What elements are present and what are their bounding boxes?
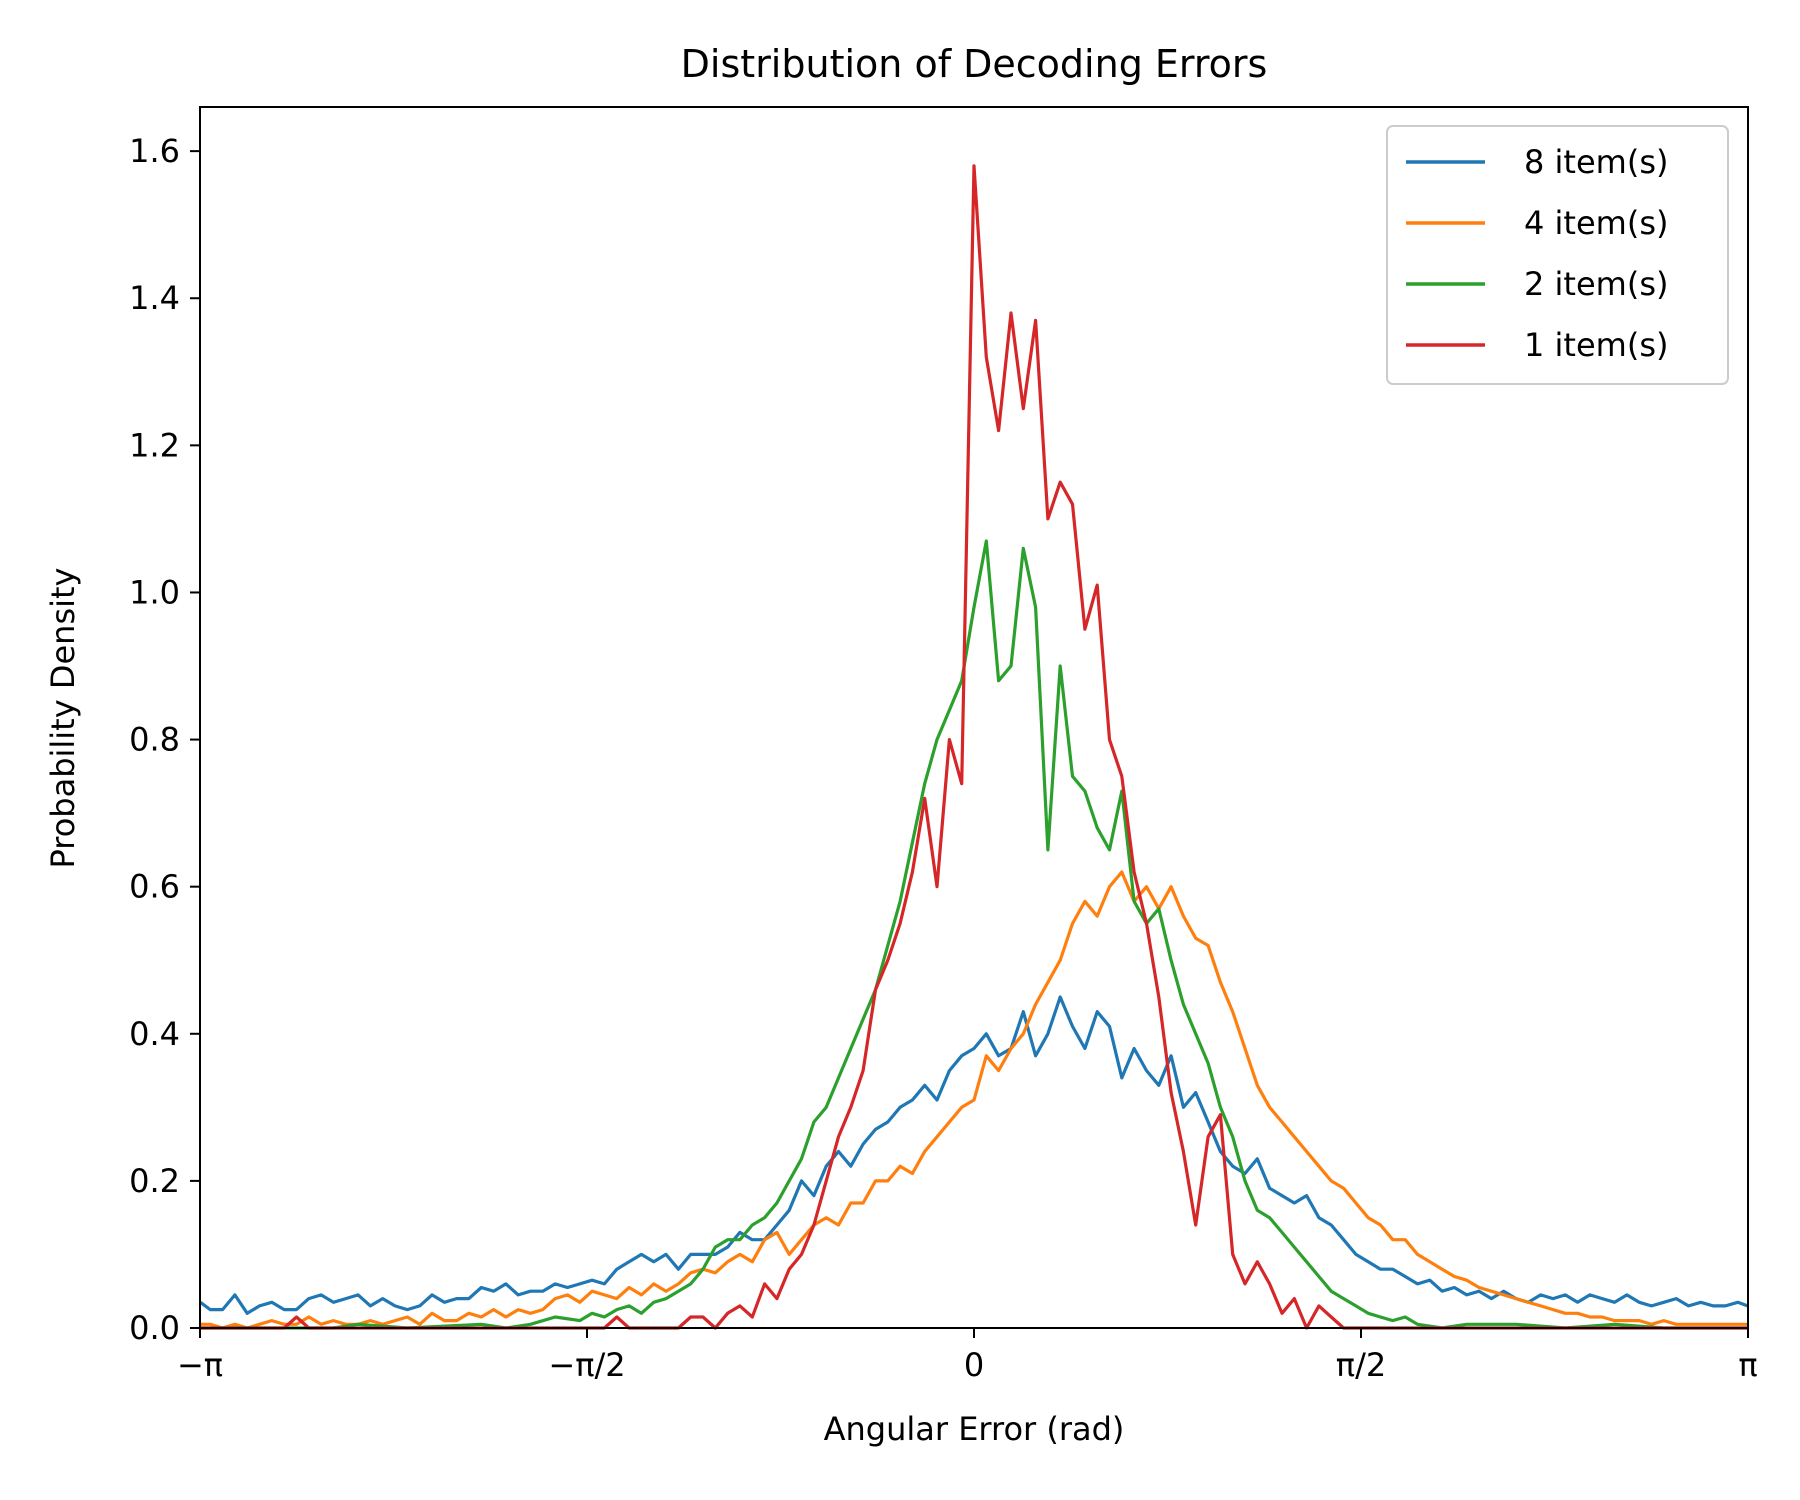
y-tick-label: 0.8 [129, 721, 180, 759]
y-tick-label: 0.6 [129, 868, 180, 906]
legend: 8 item(s) 4 item(s) 2 item(s) 1 item(s) [1386, 125, 1729, 385]
legend-box [1386, 125, 1729, 385]
x-axis: −π −π/2 0 π/2 π [177, 1328, 1758, 1384]
y-tick-label: 1.6 [129, 132, 180, 170]
x-tick-label: −π [177, 1346, 223, 1384]
legend-label-3: 2 item(s) [1524, 265, 1668, 303]
series-line-3 [200, 539, 1748, 1330]
x-tick-label: −π/2 [548, 1346, 625, 1384]
y-tick-label: 1.4 [129, 279, 180, 317]
x-tick-label: 0 [964, 1346, 984, 1384]
y-tick-label: 0.2 [129, 1162, 180, 1200]
y-tick-label: 0.0 [129, 1309, 180, 1347]
y-tick-label: 1.2 [129, 426, 180, 464]
legend-label-2: 4 item(s) [1524, 204, 1668, 242]
y-axis-label: Probability Density [44, 568, 82, 869]
series-layer [199, 164, 1749, 1330]
series-line-1 [199, 995, 1749, 1315]
y-tick-label: 1.0 [129, 573, 180, 611]
series-line-4 [200, 164, 1748, 1330]
y-axis: 0.0 0.2 0.4 0.6 0.8 1.0 1.2 1.4 1.6 [129, 132, 200, 1347]
x-tick-label: π [1738, 1346, 1757, 1384]
series-line-2 [200, 870, 1748, 1330]
legend-label-4: 1 item(s) [1524, 326, 1668, 364]
chart-title: Distribution of Decoding Errors [681, 42, 1268, 86]
legend-label-1: 8 item(s) [1524, 143, 1668, 181]
y-tick-label: 0.4 [129, 1015, 180, 1053]
x-axis-label: Angular Error (rad) [824, 1410, 1125, 1448]
x-tick-label: π/2 [1336, 1346, 1386, 1384]
